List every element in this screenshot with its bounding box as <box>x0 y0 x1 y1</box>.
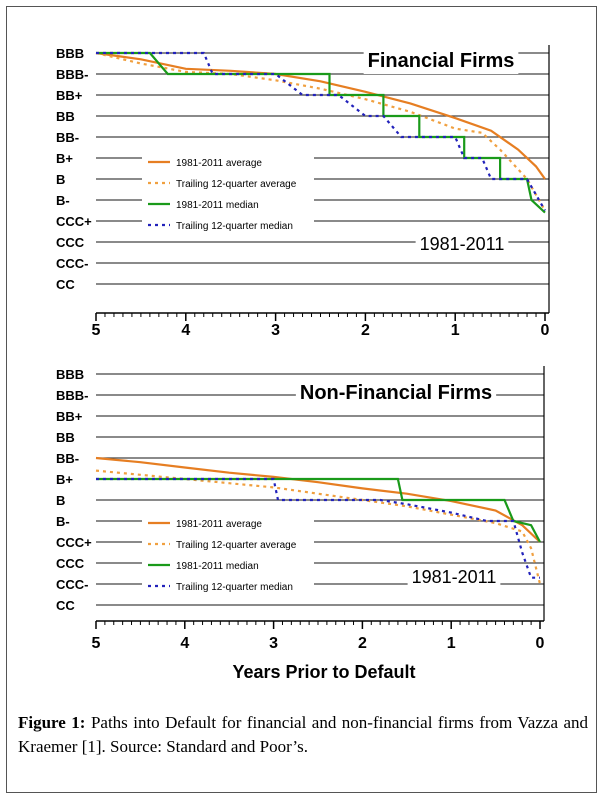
y-tick-label: CCC+ <box>56 535 92 550</box>
y-tick-label: B+ <box>56 472 73 487</box>
figure-caption: Figure 1: Paths into Default for financi… <box>18 711 588 759</box>
y-tick-label: CC <box>56 277 75 292</box>
x-tick-label: 3 <box>269 635 278 652</box>
legend-box <box>142 152 314 238</box>
label-background <box>363 48 519 74</box>
y-tick-label: BB <box>56 430 75 445</box>
y-tick-label: CCC <box>56 235 85 250</box>
caption-text: Paths into Default for financial and non… <box>18 713 588 756</box>
chart-title: Financial Firms <box>368 50 515 72</box>
x-tick-label: 5 <box>92 322 101 339</box>
y-tick-label: BB+ <box>56 88 83 103</box>
legend-label: 1981-2011 median <box>176 561 259 572</box>
x-tick-label: 0 <box>536 635 545 652</box>
y-tick-label: CC <box>56 598 75 613</box>
chart-annotation: 1981-2011 <box>412 567 497 587</box>
x-tick-label: 0 <box>541 322 550 339</box>
label-background <box>295 380 497 406</box>
series-line <box>96 477 540 579</box>
chart-title: Non-Financial Firms <box>300 382 492 404</box>
series-line <box>95 456 541 543</box>
y-tick-label: B+ <box>56 151 73 166</box>
x-tick-label: 4 <box>180 635 189 652</box>
x-tick-label: 4 <box>181 322 190 339</box>
series-line <box>96 477 541 543</box>
legend-label: 1981-2011 average <box>176 158 262 169</box>
y-tick-label: CCC- <box>56 577 89 592</box>
series-line <box>95 51 546 180</box>
label-background <box>407 565 501 589</box>
y-tick-label: B- <box>56 514 70 529</box>
series-line <box>95 469 542 585</box>
y-tick-label: CCC+ <box>56 214 92 229</box>
x-axis-title: Years Prior to Default <box>232 662 415 682</box>
caption-label: Figure 1: <box>18 713 86 732</box>
x-tick-label: 2 <box>361 322 370 339</box>
y-tick-label: B <box>56 172 65 187</box>
y-tick-label: CCC <box>56 556 85 571</box>
y-tick-label: BB+ <box>56 409 83 424</box>
y-tick-label: BBB <box>56 46 84 61</box>
legend-label: Trailing 12-quarter average <box>176 540 297 551</box>
legend-label: Trailing 12-quarter median <box>176 582 293 593</box>
y-tick-label: BBB- <box>56 388 89 403</box>
y-tick-label: BBB <box>56 367 84 382</box>
x-tick-label: 5 <box>92 635 101 652</box>
legend-label: Trailing 12-quarter average <box>176 179 297 190</box>
y-tick-label: B <box>56 493 65 508</box>
y-tick-label: BBB- <box>56 67 89 82</box>
x-tick-label: 3 <box>271 322 280 339</box>
legend-box <box>142 513 314 599</box>
y-tick-label: B- <box>56 193 70 208</box>
y-tick-label: CCC- <box>56 256 89 271</box>
x-tick-label: 1 <box>447 635 456 652</box>
legend-label: 1981-2011 average <box>176 519 262 530</box>
legend-label: Trailing 12-quarter median <box>176 221 293 232</box>
x-tick-label: 1 <box>451 322 460 339</box>
y-tick-label: BB- <box>56 451 79 466</box>
y-tick-label: BB <box>56 109 75 124</box>
y-tick-label: BB- <box>56 130 79 145</box>
series-line <box>95 51 546 212</box>
label-background <box>228 660 420 684</box>
x-tick-label: 2 <box>358 635 367 652</box>
chart-annotation: 1981-2011 <box>420 234 505 254</box>
legend-label: 1981-2011 median <box>176 200 259 211</box>
series-line <box>96 51 546 212</box>
label-background <box>415 232 509 256</box>
